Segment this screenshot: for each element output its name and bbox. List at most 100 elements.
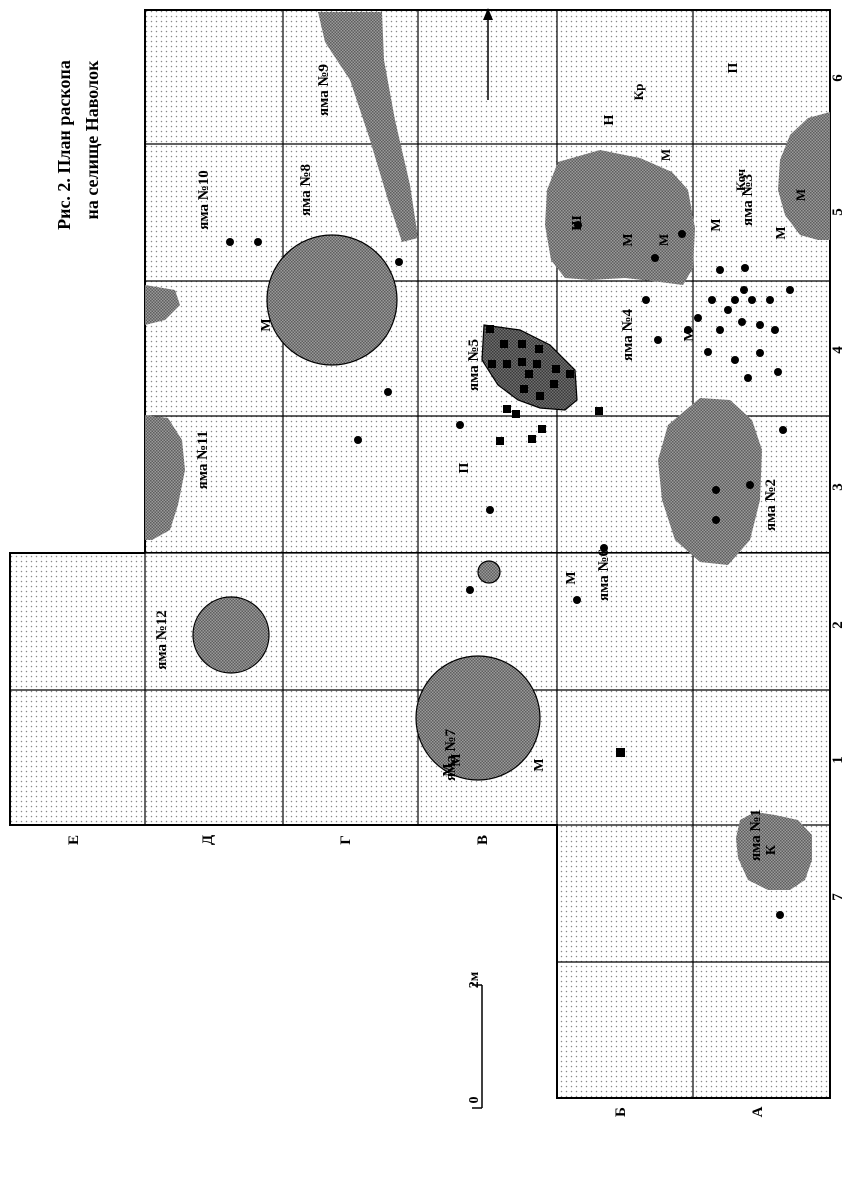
square-marker <box>518 340 526 348</box>
pit6-label: яма №6 <box>596 548 612 601</box>
pit-4-shape <box>545 150 695 285</box>
square-marker <box>503 360 511 368</box>
dot-marker <box>756 321 764 329</box>
pits <box>145 12 830 890</box>
coin-marker: М <box>682 328 697 341</box>
dot-marker <box>226 238 234 246</box>
dot-marker <box>574 221 582 229</box>
dot-marker <box>395 258 403 266</box>
cross-marker: К <box>764 844 779 855</box>
dot-marker <box>786 286 794 294</box>
north-arrow <box>483 8 493 100</box>
column-number: 2 <box>830 621 846 629</box>
row-letter: Д <box>200 834 216 845</box>
square-marker <box>533 360 541 368</box>
dot-marker <box>651 254 659 262</box>
flint-fragment-marker: Коч <box>733 169 748 191</box>
pit-9-shape <box>318 12 418 242</box>
square-marker <box>512 410 520 418</box>
pit12-label: яма №12 <box>154 610 170 670</box>
row-letter: Б <box>613 1107 629 1117</box>
row-letter: Г <box>338 835 354 845</box>
dot-marker <box>756 349 764 357</box>
column-number: 5 <box>830 208 846 216</box>
coin-marker: М <box>449 753 464 766</box>
knife-marker: Н <box>602 114 617 125</box>
dot-marker <box>684 326 692 334</box>
pit-2-shape <box>658 398 762 565</box>
pit-3-shape <box>778 112 830 240</box>
chess-marker: Ш <box>570 215 585 231</box>
coin-marker: М <box>656 234 671 246</box>
dot-marker <box>456 421 464 429</box>
pit9-label: яма №9 <box>316 64 332 116</box>
column-number: 1 <box>830 756 846 764</box>
column-number: 3 <box>830 483 846 491</box>
pit5-label: яма №5 <box>466 339 482 391</box>
pit-11-shape <box>145 415 185 540</box>
dot-marker <box>254 238 262 246</box>
pit4-label: яма №4 <box>620 308 636 361</box>
square-marker <box>566 370 574 378</box>
square-marker <box>535 345 543 353</box>
grid-lines <box>10 10 830 1098</box>
dot-marker <box>731 356 739 364</box>
row-letter: В <box>475 835 491 845</box>
dot-marker <box>466 586 474 594</box>
dot-marker <box>746 481 754 489</box>
dot-marker <box>678 230 686 238</box>
black-polished-ceramics-markers <box>226 221 794 919</box>
column-number: 7 <box>830 893 846 901</box>
square-marker <box>488 360 496 368</box>
pit1-label: яма №1 <box>748 809 764 861</box>
dot-marker <box>779 426 787 434</box>
pit-12-shape <box>192 596 270 674</box>
ring-marker: П <box>457 462 472 473</box>
dot-marker <box>384 388 392 396</box>
square-marker <box>518 358 526 366</box>
row-letter: Е <box>66 835 82 845</box>
pit10-label: яма №10 <box>196 170 212 230</box>
figure-caption-subtitle: на селище Наволок <box>82 60 102 220</box>
dot-marker <box>716 326 724 334</box>
dot-marker <box>741 264 749 272</box>
molded-ceramics-markers <box>486 325 625 757</box>
dot-marker <box>744 374 752 382</box>
coin-marker: М <box>709 218 724 231</box>
dot-marker <box>354 436 362 444</box>
pit11-label: яма №11 <box>195 431 211 490</box>
pit2-label: яма №2 <box>763 479 779 531</box>
coin-marker: М <box>658 149 673 161</box>
dot-marker <box>724 306 732 314</box>
pit8-label: яма №8 <box>298 164 314 216</box>
ring-marker: П <box>726 62 741 73</box>
dot-marker <box>731 296 739 304</box>
square-marker <box>520 385 528 393</box>
row-letter: А <box>750 1106 766 1117</box>
coin-marker: М <box>774 226 789 239</box>
scale-zero: 0 <box>467 1097 482 1104</box>
square-marker <box>552 365 560 373</box>
dot-marker <box>486 506 494 514</box>
pit-8-shape <box>266 234 398 366</box>
dot-marker <box>694 314 702 322</box>
coin-marker: М <box>259 318 274 331</box>
dot-marker <box>654 336 662 344</box>
square-marker <box>496 437 504 445</box>
column-number: 6 <box>830 74 846 82</box>
dot-marker <box>642 296 650 304</box>
square-marker <box>595 407 603 415</box>
dot-marker <box>766 296 774 304</box>
coin-marker: М <box>793 189 808 201</box>
square-marker <box>550 380 558 388</box>
dot-marker <box>600 544 608 552</box>
pit3-label: яма №3 <box>740 174 756 226</box>
square-marker <box>538 425 546 433</box>
square-marker <box>486 325 494 333</box>
square-marker <box>503 405 511 413</box>
dot-marker <box>708 296 716 304</box>
scale-bar <box>472 984 483 1109</box>
pit-7-shape <box>415 655 541 781</box>
